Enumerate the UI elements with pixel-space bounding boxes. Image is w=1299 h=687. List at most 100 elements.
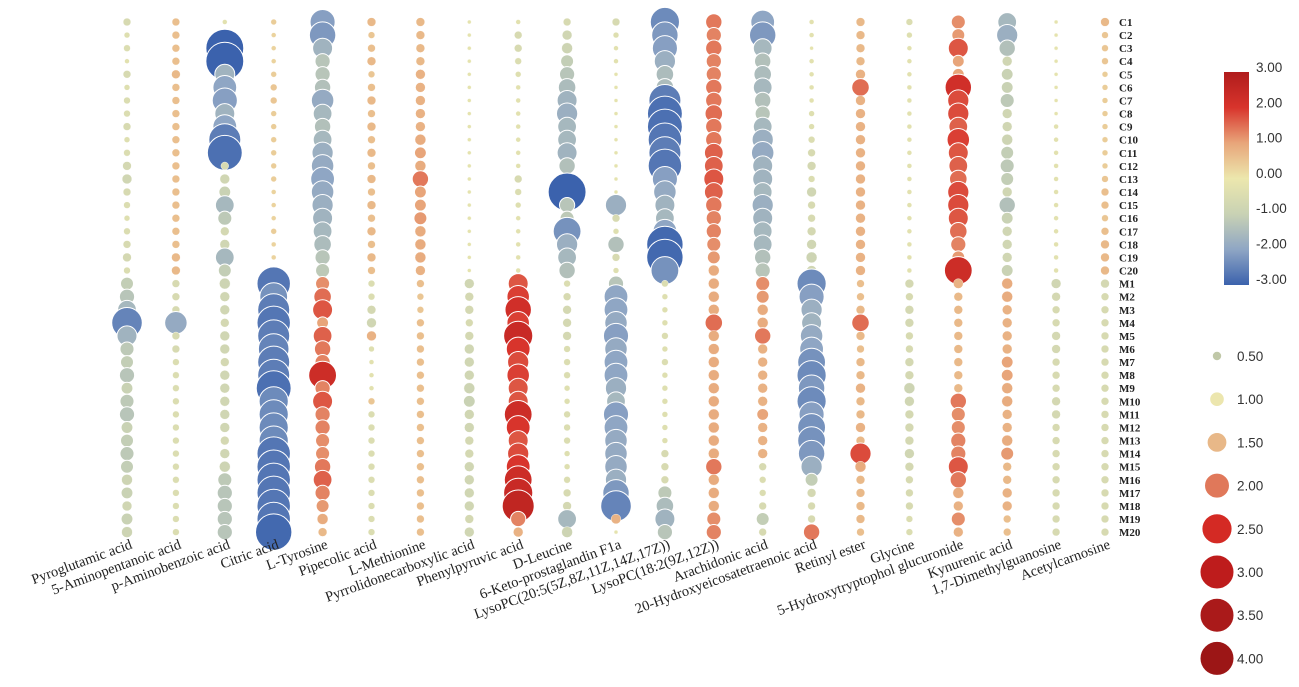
- bubble-C12-19: [999, 158, 1015, 174]
- bubble-M18-20: [1052, 501, 1061, 511]
- sample-label-C13: C13: [1119, 174, 1138, 186]
- bubble-M1-20: [1051, 278, 1062, 289]
- bubble-C8-4: [270, 110, 277, 117]
- bubble-C15-7: [413, 198, 427, 212]
- bubble-M5-17: [905, 331, 914, 340]
- size-legend-bubble: [1199, 640, 1235, 676]
- bubble-M20-16: [856, 528, 865, 537]
- bubble-C18-16: [855, 239, 866, 250]
- bubble-M6-18: [953, 344, 963, 354]
- bubble-C3-2: [171, 44, 180, 53]
- bubble-C11-8: [467, 150, 472, 155]
- bubble-M13-3: [220, 436, 230, 446]
- bubble-M11-2: [172, 410, 180, 418]
- bubble-C15-21: [1100, 201, 1110, 210]
- bubble-M1-8: [464, 278, 475, 289]
- bubble-C1-10: [563, 17, 572, 27]
- bubble-M19-21: [1100, 514, 1110, 524]
- bubble-M3-16: [855, 305, 866, 315]
- bubble-C12-20: [1053, 163, 1059, 169]
- bubble-C17-11: [612, 228, 620, 235]
- bubble-M8-16: [855, 370, 866, 380]
- sample-label-C14: C14: [1119, 187, 1138, 199]
- bubble-C13-17: [906, 176, 913, 182]
- bubble-M2-2: [171, 292, 180, 301]
- bubble-M6-12: [661, 345, 669, 353]
- bubble-M17-14: [759, 489, 767, 497]
- bubble-M16-8: [464, 474, 475, 485]
- bubble-M18-16: [855, 501, 866, 511]
- bubble-M8-8: [464, 370, 475, 381]
- bubble-C19-13: [706, 250, 721, 265]
- bubble-C20-17: [906, 267, 913, 274]
- bubble-M9-19: [1001, 382, 1013, 394]
- bubble-C3-1: [123, 44, 131, 52]
- sample-label-C3: C3: [1119, 43, 1133, 55]
- bubble-C15-8: [467, 202, 472, 208]
- bubble-C9-2: [171, 122, 180, 131]
- size-legend-label: 2.50: [1237, 522, 1263, 537]
- bubble-M2-18: [953, 292, 963, 302]
- bubble-M15-12: [660, 462, 669, 471]
- bubble-C20-16: [855, 265, 866, 276]
- bubble-M4-7: [416, 318, 425, 327]
- bubble-M13-14: [757, 435, 768, 446]
- bubble-M18-15: [807, 501, 816, 511]
- bubble-C4-20: [1053, 59, 1059, 64]
- bubble-C9-8: [467, 124, 472, 129]
- size-legend-bubble: [1201, 513, 1233, 545]
- bubble-M16-20: [1052, 475, 1061, 484]
- bubble-C3-7: [415, 43, 425, 53]
- bubble-C18-15: [806, 239, 817, 250]
- bubble-M4-6: [366, 317, 377, 328]
- bubble-M2-21: [1100, 292, 1110, 301]
- bubble-M12-18: [950, 419, 966, 436]
- bubble-M18-7: [416, 501, 425, 511]
- bubble-M7-19: [1000, 355, 1014, 369]
- bubble-M17-5: [314, 484, 331, 502]
- bubble-C1-6: [366, 17, 377, 27]
- bubble-C12-10: [558, 157, 576, 175]
- bubble-M13-7: [416, 436, 425, 445]
- bubble-M10-6: [367, 397, 376, 405]
- bubble-C10-17: [906, 137, 913, 143]
- bubble-M16-14: [759, 476, 767, 484]
- sample-label-M14: M14: [1119, 449, 1141, 461]
- bubble-M9-1: [120, 381, 134, 395]
- bubble-C6-17: [906, 84, 913, 91]
- bubble-M19-7: [416, 514, 425, 524]
- bubble-C13-11: [613, 176, 619, 182]
- bubble-C8-1: [123, 110, 131, 118]
- bubble-M6-7: [416, 344, 425, 354]
- bubble-M2-7: [416, 293, 424, 301]
- bubble-M4-8: [465, 318, 474, 327]
- bubble-C13-16: [855, 173, 866, 185]
- bubble-C10-20: [1053, 137, 1059, 143]
- bubble-M11-18: [950, 406, 966, 422]
- sample-label-C1: C1: [1119, 17, 1132, 29]
- bubble-grid: [111, 6, 1110, 551]
- bubble-C6-20: [1053, 85, 1059, 90]
- bubble-M12-17: [904, 422, 914, 433]
- bubble-C15-9: [515, 201, 522, 209]
- bubble-C8-15: [808, 110, 815, 117]
- bubble-C10-6: [367, 135, 376, 144]
- bubble-C2-20: [1053, 32, 1059, 38]
- bubble-C16-17: [906, 215, 913, 221]
- bubble-M20-17: [905, 528, 913, 536]
- bubble-M10-13: [708, 395, 720, 407]
- bubble-M3-14: [757, 304, 769, 316]
- size-legend-label: 1.50: [1237, 435, 1263, 450]
- bubble-M12-8: [464, 422, 475, 433]
- bubble-C8-6: [367, 109, 376, 118]
- bubble-M5-8: [464, 331, 474, 341]
- bubble-C9-21: [1101, 123, 1109, 130]
- bubble-M11-20: [1051, 409, 1061, 419]
- bubble-M8-19: [1000, 368, 1014, 382]
- bubble-M3-10: [562, 305, 572, 315]
- bubble-C6-4: [270, 83, 278, 91]
- bubble-M15-10: [563, 463, 571, 470]
- bubble-C7-11: [613, 98, 619, 103]
